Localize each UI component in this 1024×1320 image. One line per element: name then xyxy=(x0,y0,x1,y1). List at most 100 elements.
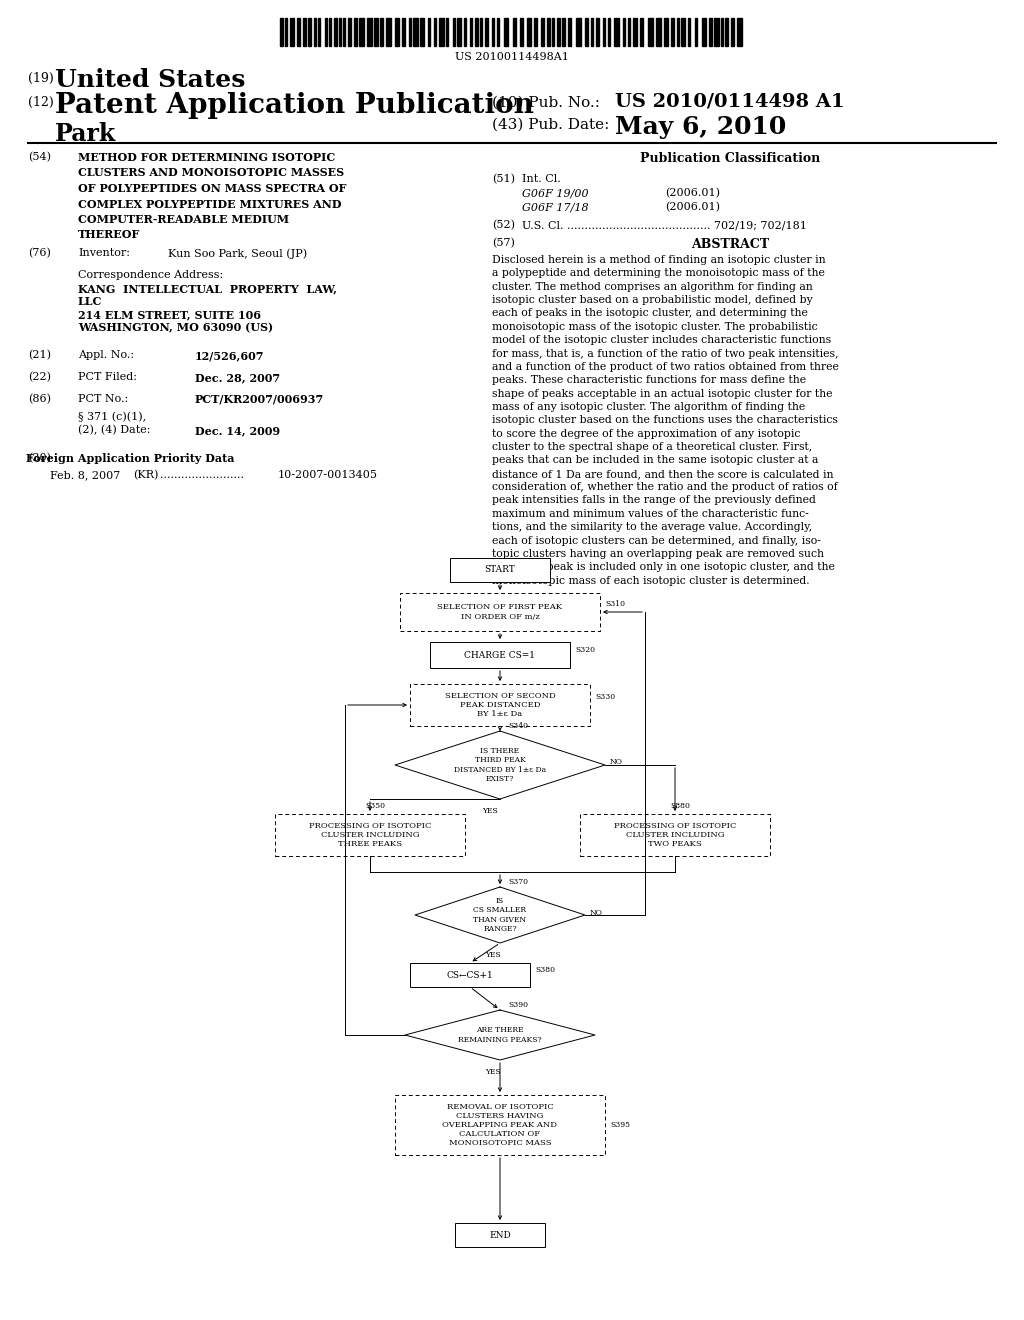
Text: Patent Application Publication: Patent Application Publication xyxy=(55,92,534,119)
Bar xyxy=(359,18,364,46)
Text: END: END xyxy=(489,1230,511,1239)
Text: Inventor:: Inventor: xyxy=(78,248,130,257)
Bar xyxy=(664,18,668,46)
Text: S340: S340 xyxy=(508,722,528,730)
Text: CS←CS+1: CS←CS+1 xyxy=(446,970,494,979)
Text: S390: S390 xyxy=(508,1001,528,1008)
Bar xyxy=(656,18,662,46)
Text: METHOD FOR DETERMINING ISOTOPIC
CLUSTERS AND MONOISOTOPIC MASSES
OF POLYPEPTIDES: METHOD FOR DETERMINING ISOTOPIC CLUSTERS… xyxy=(78,152,346,240)
Text: 12/526,607: 12/526,607 xyxy=(195,350,264,360)
Bar xyxy=(492,18,494,46)
Bar xyxy=(628,18,630,46)
Text: S380: S380 xyxy=(535,966,555,974)
Text: S310: S310 xyxy=(605,601,625,609)
Text: Int. Cl.: Int. Cl. xyxy=(522,174,561,183)
Text: YES: YES xyxy=(482,807,498,814)
Text: (52): (52) xyxy=(492,220,515,230)
Polygon shape xyxy=(406,1010,595,1060)
Bar xyxy=(395,18,399,46)
Bar xyxy=(413,18,418,46)
Text: S330: S330 xyxy=(595,693,615,701)
Bar xyxy=(681,18,685,46)
Bar xyxy=(354,18,357,46)
Text: (57): (57) xyxy=(492,238,515,248)
Bar xyxy=(721,18,723,46)
Bar xyxy=(534,18,537,46)
Bar xyxy=(562,18,565,46)
Text: US 20100114498A1: US 20100114498A1 xyxy=(455,51,569,62)
Bar xyxy=(695,18,697,46)
Text: Park: Park xyxy=(55,121,117,147)
Text: (51): (51) xyxy=(492,174,515,185)
Text: (KR): (KR) xyxy=(133,470,159,480)
Bar xyxy=(329,18,331,46)
Bar xyxy=(648,18,653,46)
Bar xyxy=(520,18,523,46)
Bar xyxy=(380,18,383,46)
Text: ........................: ........................ xyxy=(160,470,244,480)
Bar xyxy=(318,18,319,46)
FancyBboxPatch shape xyxy=(410,684,590,726)
Text: WASHINGTON, MO 63090 (US): WASHINGTON, MO 63090 (US) xyxy=(78,322,273,333)
FancyBboxPatch shape xyxy=(410,964,530,987)
Text: Dec. 28, 2007: Dec. 28, 2007 xyxy=(195,372,281,383)
Text: S320: S320 xyxy=(575,645,595,653)
Text: (76): (76) xyxy=(28,248,51,259)
Bar xyxy=(439,18,444,46)
Bar xyxy=(702,18,706,46)
Bar xyxy=(285,18,287,46)
Text: PROCESSING OF ISOTOPIC
CLUSTER INCLUDING
THREE PEAKS: PROCESSING OF ISOTOPIC CLUSTER INCLUDING… xyxy=(309,822,431,849)
FancyBboxPatch shape xyxy=(275,814,465,855)
Bar xyxy=(475,18,478,46)
Bar xyxy=(339,18,341,46)
Text: IS THERE
THIRD PEAK
DISTANCED BY 1±ε Da
EXIST?: IS THERE THIRD PEAK DISTANCED BY 1±ε Da … xyxy=(454,747,546,783)
Text: 10-2007-0013405: 10-2007-0013405 xyxy=(278,470,378,480)
Bar xyxy=(591,18,593,46)
Bar xyxy=(623,18,625,46)
Text: (54): (54) xyxy=(28,152,51,162)
Text: (10) Pub. No.:: (10) Pub. No.: xyxy=(492,96,600,110)
Bar xyxy=(367,18,372,46)
Bar xyxy=(434,18,436,46)
Text: S880: S880 xyxy=(670,803,690,810)
FancyBboxPatch shape xyxy=(455,1224,545,1247)
Bar xyxy=(428,18,430,46)
Text: IS
CS SMALLER
THAN GIVEN
RANGE?: IS CS SMALLER THAN GIVEN RANGE? xyxy=(473,898,526,933)
Text: SELECTION OF FIRST PEAK
IN ORDER OF m/z: SELECTION OF FIRST PEAK IN ORDER OF m/z xyxy=(437,603,562,620)
Text: (19): (19) xyxy=(28,73,53,84)
Text: (2006.01): (2006.01) xyxy=(665,187,720,198)
Bar xyxy=(348,18,351,46)
Text: PCT/KR2007/006937: PCT/KR2007/006937 xyxy=(195,393,325,405)
Bar xyxy=(303,18,306,46)
Bar xyxy=(575,18,581,46)
Text: G06F 17/18: G06F 17/18 xyxy=(522,202,589,213)
Text: (12): (12) xyxy=(28,96,53,110)
Text: Disclosed herein is a method of finding an isotopic cluster in
a polypeptide and: Disclosed herein is a method of finding … xyxy=(492,255,839,586)
Bar xyxy=(334,18,337,46)
Text: Publication Classification: Publication Classification xyxy=(640,152,820,165)
Bar xyxy=(308,18,311,46)
FancyBboxPatch shape xyxy=(450,558,550,582)
Bar xyxy=(457,18,461,46)
Text: NO: NO xyxy=(610,758,623,766)
Text: Appl. No.:: Appl. No.: xyxy=(78,350,134,360)
Text: CHARGE CS=1: CHARGE CS=1 xyxy=(465,651,536,660)
Text: G06F 19/00: G06F 19/00 xyxy=(522,187,589,198)
Bar xyxy=(614,18,618,46)
Bar xyxy=(485,18,488,46)
Text: ABSTRACT: ABSTRACT xyxy=(691,238,769,251)
FancyBboxPatch shape xyxy=(580,814,770,855)
Bar xyxy=(386,18,391,46)
Bar xyxy=(402,18,406,46)
Bar xyxy=(513,18,516,46)
Bar xyxy=(709,18,712,46)
Text: (86): (86) xyxy=(28,393,51,404)
Bar xyxy=(464,18,466,46)
Text: PROCESSING OF ISOTOPIC
CLUSTER INCLUDING
TWO PEAKS: PROCESSING OF ISOTOPIC CLUSTER INCLUDING… xyxy=(613,822,736,849)
Bar xyxy=(541,18,544,46)
Bar xyxy=(603,18,605,46)
FancyBboxPatch shape xyxy=(395,1096,605,1155)
Text: REMOVAL OF ISOTOPIC
CLUSTERS HAVING
OVERLAPPING PEAK AND
CALCULATION OF
MONOISOT: REMOVAL OF ISOTOPIC CLUSTERS HAVING OVER… xyxy=(442,1102,557,1147)
Text: (21): (21) xyxy=(28,350,51,360)
Bar xyxy=(297,18,300,46)
